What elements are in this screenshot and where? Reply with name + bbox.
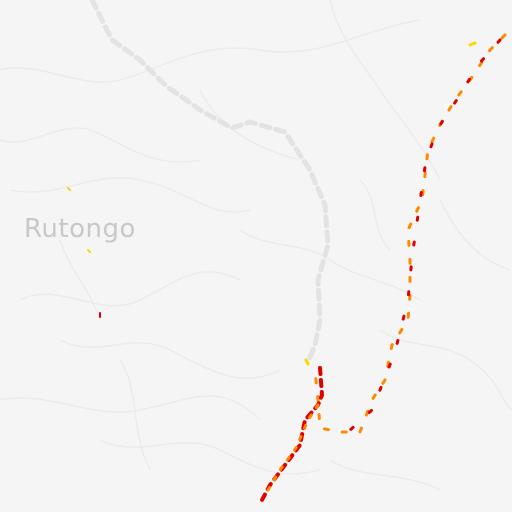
place-label-rutongo: Rutongo bbox=[24, 214, 136, 244]
dashed-road bbox=[89, 0, 331, 365]
traffic-route bbox=[67, 33, 507, 502]
terrain-lines bbox=[0, 0, 512, 490]
